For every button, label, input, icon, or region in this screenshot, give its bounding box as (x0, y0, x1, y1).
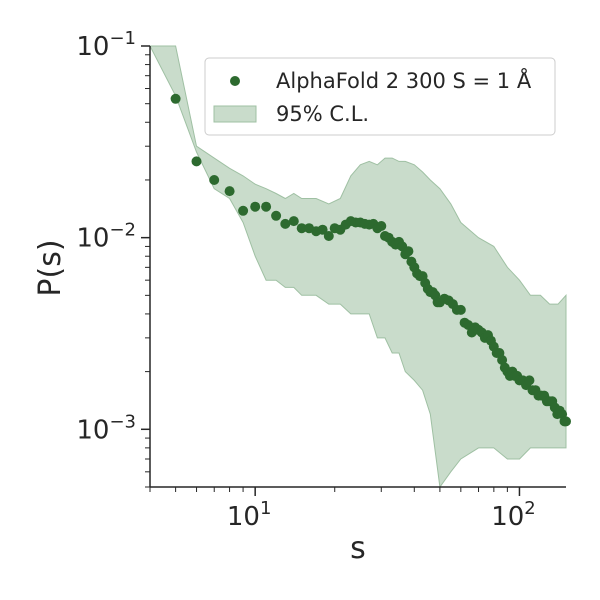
data-point (524, 375, 535, 386)
confidence-band (149, 45, 567, 489)
legend-label-points: AlphaFold 2 300 S = 1 Å (276, 67, 532, 93)
data-point (224, 186, 235, 197)
y-axis-label: P(s) (33, 239, 68, 296)
legend: AlphaFold 2 300 S = 1 Å 95% C.L. (204, 57, 556, 136)
x-axis-label: s (350, 531, 366, 566)
data-point (317, 224, 328, 235)
confidence-band-layer (149, 45, 567, 489)
data-point (455, 304, 466, 315)
data-point (296, 223, 307, 234)
data-point (238, 205, 249, 216)
legend-box (204, 57, 556, 136)
legend-marker-points (230, 76, 240, 86)
data-point (376, 221, 387, 231)
data-point (271, 210, 282, 221)
data-point (403, 246, 414, 257)
x-tick-label: 101 (227, 498, 272, 532)
data-point (191, 156, 202, 167)
y-tick-label: 10−1 (76, 28, 136, 62)
data-point (209, 175, 220, 185)
x-tick-label: 102 (491, 498, 536, 532)
data-point (497, 355, 508, 365)
legend-label-band: 95% C.L. (276, 102, 369, 126)
data-point (170, 93, 181, 104)
data-point (561, 416, 571, 427)
data-point (323, 231, 334, 241)
legend-marker-band (213, 105, 257, 123)
data-point (280, 218, 291, 229)
data-point (288, 216, 299, 227)
y-tick-label: 10−2 (76, 220, 136, 254)
y-tick-label: 10−3 (76, 411, 136, 445)
data-points-layer (170, 93, 571, 427)
data-point (261, 201, 272, 212)
data-point (250, 201, 261, 212)
